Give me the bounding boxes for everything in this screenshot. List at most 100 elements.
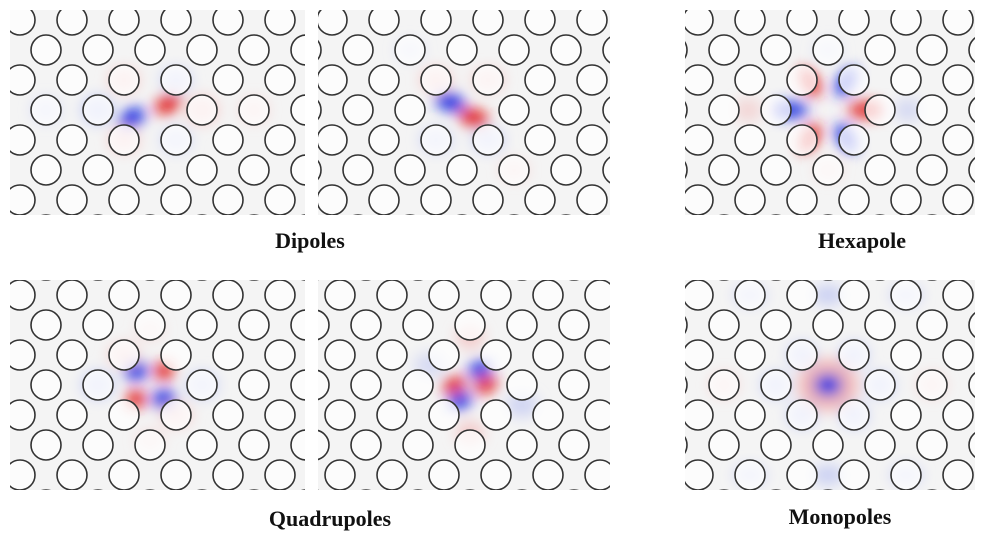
air-hole: [813, 310, 843, 340]
air-hole: [813, 430, 843, 460]
air-hole: [473, 125, 503, 155]
air-hole: [403, 310, 433, 340]
air-hole: [343, 0, 373, 5]
air-hole: [369, 65, 399, 95]
air-hole: [787, 5, 817, 35]
air-hole: [351, 310, 381, 340]
air-hole: [239, 490, 269, 520]
air-hole: [57, 460, 87, 490]
air-hole: [213, 5, 243, 35]
air-hole: [57, 400, 87, 430]
air-hole: [709, 250, 739, 280]
air-hole: [865, 310, 895, 340]
air-hole: [577, 185, 607, 215]
air-hole: [265, 125, 295, 155]
air-hole: [239, 370, 269, 400]
air-hole: [585, 400, 615, 430]
air-hole: [735, 280, 765, 310]
air-hole: [533, 340, 563, 370]
air-hole: [109, 340, 139, 370]
air-hole: [891, 65, 921, 95]
air-hole: [5, 5, 35, 35]
air-hole: [265, 340, 295, 370]
air-hole: [135, 0, 165, 5]
air-hole: [559, 430, 589, 460]
air-hole: [291, 35, 321, 65]
air-hole: [135, 250, 165, 280]
air-hole: [481, 400, 511, 430]
air-hole: [31, 490, 61, 520]
air-hole: [839, 340, 869, 370]
air-hole: [377, 400, 407, 430]
air-hole: [0, 35, 9, 65]
air-hole: [709, 490, 739, 520]
air-hole: [917, 35, 947, 65]
air-hole: [187, 490, 217, 520]
air-hole: [5, 340, 35, 370]
air-hole: [917, 490, 947, 520]
air-hole: [891, 5, 921, 35]
air-hole: [265, 460, 295, 490]
air-hole: [585, 340, 615, 370]
air-hole: [403, 250, 433, 280]
air-hole: [213, 460, 243, 490]
air-hole: [0, 430, 9, 460]
air-hole: [507, 490, 537, 520]
air-hole: [135, 490, 165, 520]
air-hole: [83, 0, 113, 5]
air-hole: [31, 215, 61, 245]
air-hole: [917, 215, 947, 245]
air-hole: [865, 95, 895, 125]
air-hole: [657, 0, 687, 5]
air-hole: [943, 125, 973, 155]
air-hole: [395, 215, 425, 245]
air-hole: [31, 35, 61, 65]
air-hole: [377, 340, 407, 370]
air-hole: [325, 400, 355, 430]
air-hole: [559, 250, 589, 280]
air-hole: [83, 310, 113, 340]
air-hole: [455, 430, 485, 460]
air-hole: [0, 155, 9, 185]
mode-panel: [0, 0, 321, 245]
air-hole: [551, 35, 581, 65]
air-hole: [839, 400, 869, 430]
air-hole: [551, 95, 581, 125]
air-hole: [317, 125, 347, 155]
mode-panel: [657, 0, 984, 245]
air-hole: [499, 155, 529, 185]
air-hole: [31, 0, 61, 5]
air-hole: [525, 185, 555, 215]
air-hole: [135, 35, 165, 65]
air-hole: [891, 340, 921, 370]
air-hole: [239, 155, 269, 185]
air-hole: [395, 95, 425, 125]
air-hole: [683, 460, 713, 490]
air-hole: [0, 370, 9, 400]
air-hole: [761, 0, 791, 5]
air-hole: [761, 95, 791, 125]
air-hole: [239, 310, 269, 340]
air-hole: [481, 460, 511, 490]
air-hole: [291, 95, 321, 125]
air-hole: [455, 490, 485, 520]
air-hole: [657, 370, 687, 400]
air-hole: [839, 280, 869, 310]
air-hole: [239, 215, 269, 245]
air-hole: [403, 370, 433, 400]
air-hole: [265, 65, 295, 95]
air-hole: [917, 370, 947, 400]
air-hole: [969, 490, 984, 520]
air-hole: [683, 400, 713, 430]
air-hole: [291, 370, 321, 400]
air-hole: [761, 35, 791, 65]
air-hole: [865, 0, 895, 5]
air-hole: [735, 185, 765, 215]
air-hole: [299, 250, 329, 280]
air-hole: [577, 125, 607, 155]
air-hole: [187, 215, 217, 245]
air-hole: [787, 280, 817, 310]
air-hole: [429, 400, 459, 430]
air-hole: [57, 185, 87, 215]
air-hole: [657, 250, 687, 280]
